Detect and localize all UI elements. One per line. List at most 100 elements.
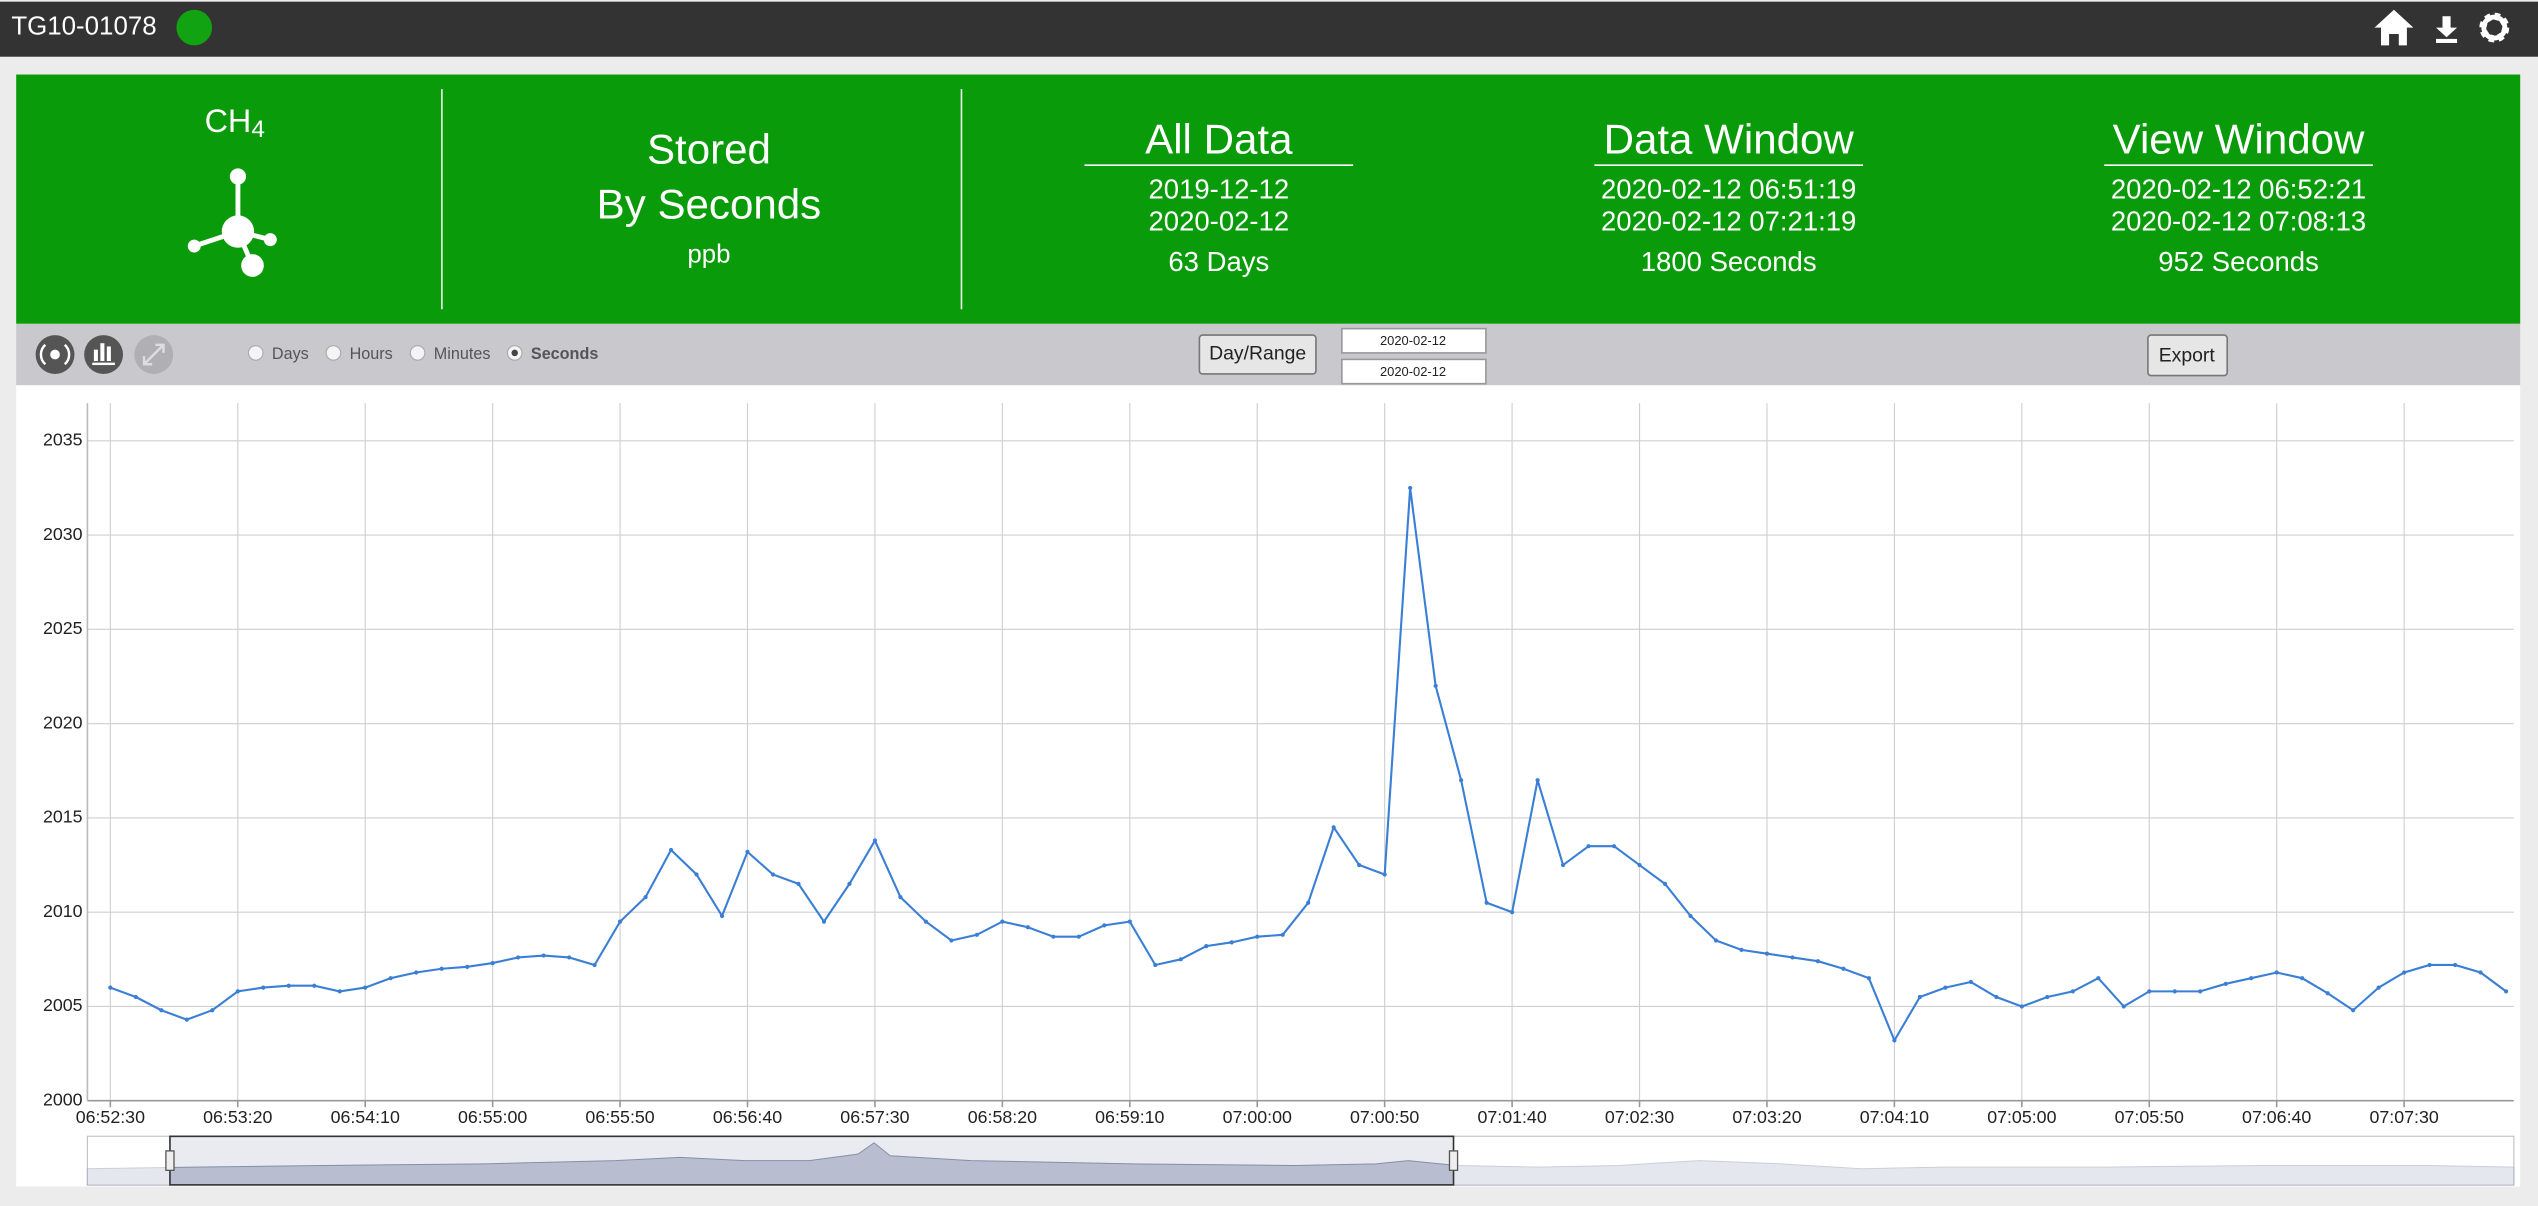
data-point (159, 1008, 164, 1013)
data-point (337, 989, 342, 994)
data-point (490, 960, 495, 966)
export-label[interactable]: Export (2159, 344, 2216, 366)
data-point (1408, 485, 1413, 491)
y-tick-label: 2010 (43, 901, 83, 921)
date-from[interactable]: 2020-02-12 (1380, 333, 1446, 348)
data-point (2096, 976, 2101, 981)
data-point (1892, 1038, 1897, 1043)
expand-button[interactable] (134, 335, 174, 374)
date-input[interactable] (1341, 327, 1487, 354)
window-span: 952 Seconds (2158, 246, 2319, 277)
chart-button[interactable] (84, 335, 124, 374)
x-tick-label: 06:53:20 (203, 1107, 272, 1127)
data-point (974, 932, 979, 937)
x-tick-label: 07:02:30 (1605, 1107, 1674, 1127)
resolution-label[interactable]: Seconds (531, 345, 598, 363)
data-point (1611, 844, 1617, 849)
data-point (2045, 994, 2050, 1000)
data-point (210, 1008, 215, 1013)
data-point (821, 919, 827, 924)
unit: ppb (687, 241, 730, 269)
data-point (617, 919, 623, 924)
data-point (414, 970, 419, 975)
data-point (566, 955, 572, 960)
molecule-icon (187, 168, 277, 277)
range-button-label[interactable]: Day/Range (1209, 343, 1306, 365)
status-indicator (176, 9, 213, 46)
data-point (516, 955, 521, 960)
data-point (2172, 989, 2177, 994)
data-point (363, 985, 368, 990)
data-point (2325, 991, 2330, 996)
data-point (796, 881, 801, 887)
window-start: 2019-12-12 (1148, 173, 1289, 204)
top-bar (0, 1, 2538, 57)
data-point (1433, 683, 1438, 689)
x-tick-label: 06:56:40 (713, 1107, 782, 1127)
data-point (1688, 913, 1693, 919)
export-button[interactable] (2147, 334, 2229, 377)
data-point (2402, 970, 2407, 975)
window-title: All Data (1145, 116, 1293, 163)
data-point (1943, 985, 1948, 990)
data-point (1790, 955, 1795, 960)
settings-icon[interactable] (2479, 12, 2510, 43)
y-tick-label: 2035 (43, 430, 83, 450)
x-tick-label: 07:01:40 (1477, 1107, 1546, 1127)
data-point (2147, 989, 2152, 994)
data-point (1280, 932, 1285, 937)
gas-name: CH4 (205, 103, 265, 144)
resolution-radio[interactable] (409, 345, 426, 361)
y-tick-label: 2000 (43, 1089, 83, 1109)
live-button[interactable] (35, 335, 75, 374)
data-point (1178, 957, 1183, 962)
data-point (1560, 862, 1566, 868)
data-point (949, 938, 954, 943)
window-start: 2020-02-12 06:52:21 (2111, 173, 2366, 204)
x-tick-label: 07:00:00 (1223, 1107, 1292, 1127)
data-point (1917, 994, 1922, 1000)
chart-area (16, 385, 2521, 1187)
mode-line: By Seconds (597, 180, 822, 227)
resolution-label[interactable]: Days (272, 345, 309, 363)
data-point (541, 953, 546, 958)
navigator[interactable] (86, 1135, 2515, 1186)
y-tick-label: 2005 (43, 995, 83, 1015)
data-point (2249, 976, 2254, 981)
data-point (1637, 862, 1642, 868)
data-point (1459, 778, 1464, 783)
data-point (1968, 979, 1973, 985)
data-point (592, 962, 597, 968)
data-point (1229, 940, 1234, 945)
date-to[interactable]: 2020-02-12 (1380, 364, 1446, 379)
data-point (1127, 919, 1132, 924)
data-point (1000, 919, 1005, 924)
window-span: 1800 Seconds (1641, 246, 1817, 277)
x-tick-label: 06:57:30 (840, 1107, 909, 1127)
y-tick-label: 2020 (43, 712, 83, 732)
resolution-radio[interactable] (247, 345, 264, 361)
x-tick-label: 07:06:40 (2242, 1107, 2311, 1127)
radio-dot (511, 349, 518, 357)
x-tick-label: 07:03:20 (1732, 1107, 1801, 1127)
data-point (312, 983, 317, 988)
resolution-label[interactable]: Minutes (434, 345, 491, 363)
data-point (2300, 976, 2305, 981)
data-point (1866, 976, 1872, 981)
data-point (1484, 900, 1489, 905)
y-tick-label: 2030 (43, 524, 83, 544)
y-tick-label: 2025 (43, 618, 83, 638)
data-point (2427, 962, 2432, 968)
x-tick-label: 07:05:00 (1987, 1107, 2056, 1127)
resolution-radio[interactable] (325, 345, 342, 361)
range-button[interactable] (1198, 334, 1317, 375)
date-input[interactable] (1341, 358, 1487, 385)
data-point (1815, 959, 1821, 964)
download-icon[interactable] (2436, 16, 2458, 43)
gas-subscript: 4 (251, 117, 264, 144)
data-point (1994, 994, 1999, 1000)
data-point (2274, 970, 2279, 975)
resolution-label[interactable]: Hours (350, 345, 393, 363)
x-tick-label: 06:58:20 (968, 1107, 1037, 1127)
data-point (923, 919, 929, 924)
